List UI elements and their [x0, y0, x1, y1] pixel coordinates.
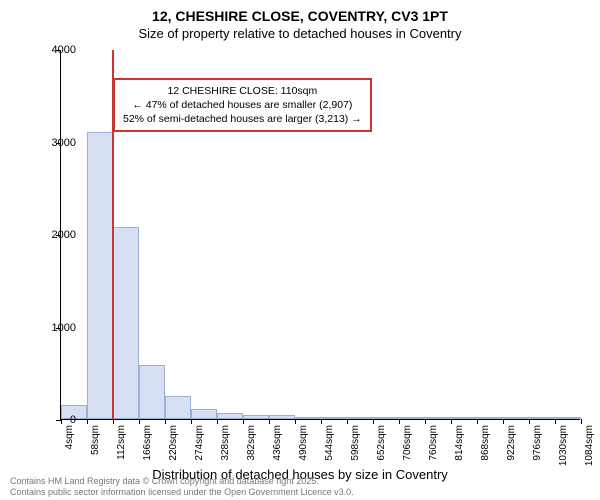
x-tick-mark [477, 419, 478, 424]
histogram-bar [139, 365, 165, 419]
footer-attribution: Contains HM Land Registry data © Crown c… [10, 476, 354, 499]
page-subtitle: Size of property relative to detached ho… [0, 24, 600, 41]
histogram-bar [243, 415, 269, 419]
footer-line-2: Contains public sector information licen… [10, 487, 354, 498]
x-tick-label: 760sqm [428, 425, 439, 461]
histogram-bar [321, 417, 347, 419]
histogram-bar [191, 409, 217, 419]
histogram-bar [477, 417, 503, 419]
x-tick-label: 274sqm [194, 425, 205, 461]
x-tick-label: 4sqm [64, 425, 75, 449]
x-tick-label: 706sqm [402, 425, 413, 461]
x-tick-mark [87, 419, 88, 424]
histogram-bar [217, 413, 243, 419]
footer-line-1: Contains HM Land Registry data © Crown c… [10, 476, 354, 487]
y-tick-label: 1000 [36, 322, 76, 334]
x-tick-mark [581, 419, 582, 424]
x-tick-mark [373, 419, 374, 424]
x-tick-label: 58sqm [90, 425, 101, 455]
x-tick-label: 976sqm [532, 425, 543, 461]
x-tick-mark [425, 419, 426, 424]
x-tick-mark [555, 419, 556, 424]
histogram-bar [503, 417, 529, 419]
page-title: 12, CHESHIRE CLOSE, COVENTRY, CV3 1PT [0, 0, 600, 24]
histogram-bar [269, 415, 295, 419]
histogram-bar [87, 132, 113, 419]
x-tick-mark [529, 419, 530, 424]
x-tick-mark [399, 419, 400, 424]
x-tick-mark [503, 419, 504, 424]
x-tick-label: 922sqm [506, 425, 517, 461]
x-tick-label: 652sqm [376, 425, 387, 461]
x-tick-label: 598sqm [350, 425, 361, 461]
y-tick-label: 0 [36, 414, 76, 426]
histogram-bar [113, 227, 139, 419]
plot-area: 4sqm58sqm112sqm166sqm220sqm274sqm328sqm3… [60, 50, 580, 420]
x-tick-mark [139, 419, 140, 424]
histogram-bar [425, 417, 451, 419]
x-tick-mark [113, 419, 114, 424]
x-tick-label: 814sqm [454, 425, 465, 461]
histogram-bar [295, 417, 321, 419]
x-tick-label: 1084sqm [584, 425, 595, 466]
x-tick-mark [451, 419, 452, 424]
x-tick-mark [165, 419, 166, 424]
histogram-bar [555, 417, 581, 419]
annotation-line: 12 CHESHIRE CLOSE: 110sqm [123, 84, 362, 98]
x-tick-label: 490sqm [298, 425, 309, 461]
histogram-bar [451, 417, 477, 419]
x-tick-label: 328sqm [220, 425, 231, 461]
x-tick-mark [217, 419, 218, 424]
x-tick-label: 1030sqm [558, 425, 569, 466]
x-tick-label: 436sqm [272, 425, 283, 461]
annotation-line: ← 47% of detached houses are smaller (2,… [123, 98, 362, 112]
x-tick-label: 220sqm [168, 425, 179, 461]
x-tick-label: 166sqm [142, 425, 153, 461]
y-tick-label: 3000 [36, 137, 76, 149]
histogram-bar [373, 417, 399, 419]
x-tick-label: 382sqm [246, 425, 257, 461]
x-tick-label: 112sqm [116, 425, 127, 460]
y-tick-label: 2000 [36, 229, 76, 241]
y-tick-label: 4000 [36, 44, 76, 56]
x-tick-mark [321, 419, 322, 424]
histogram-bar [399, 417, 425, 419]
x-tick-label: 544sqm [324, 425, 335, 461]
x-tick-mark [347, 419, 348, 424]
x-tick-mark [191, 419, 192, 424]
x-tick-mark [269, 419, 270, 424]
histogram-bar [165, 396, 191, 419]
x-tick-mark [295, 419, 296, 424]
histogram-bar [529, 417, 555, 419]
chart-area: 4sqm58sqm112sqm166sqm220sqm274sqm328sqm3… [60, 50, 580, 420]
x-tick-mark [243, 419, 244, 424]
annotation-line: 52% of semi-detached houses are larger (… [123, 112, 362, 126]
histogram-bar [347, 417, 373, 419]
x-tick-label: 868sqm [480, 425, 491, 461]
annotation-box: 12 CHESHIRE CLOSE: 110sqm← 47% of detach… [113, 78, 372, 133]
